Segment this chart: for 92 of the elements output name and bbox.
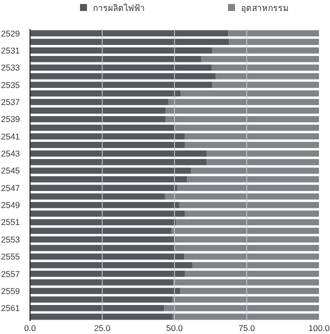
y-tick-label: 2551: [1, 217, 20, 228]
bar: [172, 314, 319, 320]
y-tick-label: 2555: [1, 252, 20, 262]
bar: [184, 270, 319, 277]
bar: [164, 305, 319, 312]
bar: [187, 176, 319, 182]
bar: [206, 159, 319, 166]
bar: [30, 193, 165, 200]
bar: [173, 279, 319, 286]
x-tick-label: 0.0: [24, 323, 36, 333]
bar: [184, 133, 319, 140]
y-tick-label: 2537: [1, 97, 20, 107]
bar: [166, 107, 319, 114]
bar: [30, 262, 192, 268]
bar: [176, 219, 319, 226]
bar: [30, 236, 174, 243]
x-tick-label: 75.0: [238, 323, 256, 333]
y-tick-label: 2557: [1, 268, 20, 279]
bar: [30, 124, 176, 131]
y-tick-label: 2553: [1, 234, 20, 244]
bar: [180, 288, 319, 294]
y-tick-label: 2547: [1, 182, 20, 193]
bar: [30, 90, 181, 97]
bar: [30, 142, 185, 148]
legend-label: การผลิตไฟฟ้า: [93, 3, 145, 13]
bar: [30, 38, 230, 45]
y-tick-label: 2531: [1, 45, 20, 56]
bar: [184, 142, 319, 148]
bar: [30, 253, 184, 260]
bar: [30, 56, 202, 62]
bar: [30, 184, 178, 191]
bar: [212, 47, 319, 54]
bar: [172, 228, 319, 234]
bar: [229, 38, 319, 45]
bar: [30, 305, 164, 312]
bar: [191, 168, 319, 174]
bar: [168, 98, 319, 106]
bar: [30, 47, 212, 54]
bar: [164, 193, 319, 200]
y-tick-label: 2559: [1, 286, 20, 296]
y-tick-label: 2535: [1, 80, 20, 90]
bar: [30, 219, 176, 226]
bar: [30, 202, 180, 208]
y-tick-label: 2541: [1, 131, 20, 142]
bar: [30, 210, 185, 217]
bar: [175, 124, 319, 131]
y-tick-label: 2533: [1, 62, 20, 73]
bar: [30, 30, 228, 36]
bar: [228, 30, 319, 36]
bar: [174, 236, 319, 243]
bar: [30, 168, 192, 174]
bar: [30, 228, 172, 234]
bar: [175, 244, 319, 252]
y-tick-label: 2529: [1, 28, 20, 38]
y-tick-label: 2545: [1, 166, 20, 176]
bar: [201, 56, 319, 62]
bar: [30, 288, 180, 294]
bar: [30, 296, 172, 303]
bar: [184, 210, 319, 217]
bar: [30, 116, 166, 122]
legend-label: อุตสาหกรรม: [241, 3, 289, 14]
bar: [216, 73, 319, 80]
bar: [30, 133, 185, 140]
bar: [206, 150, 319, 157]
x-tick-label: 100.0: [308, 323, 330, 333]
x-tick-label: 25.0: [94, 323, 111, 333]
bar: [30, 98, 168, 106]
bar: [30, 244, 176, 252]
y-tick-label: 2543: [1, 148, 20, 159]
bar: [30, 159, 207, 166]
x-tick-label: 50.0: [166, 323, 184, 333]
bar: [212, 82, 319, 88]
bar: [184, 253, 319, 260]
bar: [30, 279, 174, 286]
bar: [30, 314, 172, 320]
bar: [30, 270, 185, 277]
bar: [177, 184, 319, 191]
bar: [179, 202, 319, 208]
bar: [30, 107, 166, 114]
bar: [30, 176, 188, 182]
bar: [30, 73, 216, 80]
y-tick-label: 2561: [1, 303, 20, 314]
y-tick-label: 2539: [1, 114, 20, 124]
y-tick-label: 2549: [1, 200, 20, 210]
bar: [30, 64, 212, 71]
bar: [211, 64, 319, 71]
bar: [172, 296, 319, 303]
bar: [192, 262, 319, 268]
bar: [30, 150, 207, 157]
bar: [180, 90, 319, 97]
bar: [166, 116, 319, 122]
bar: [30, 82, 212, 88]
